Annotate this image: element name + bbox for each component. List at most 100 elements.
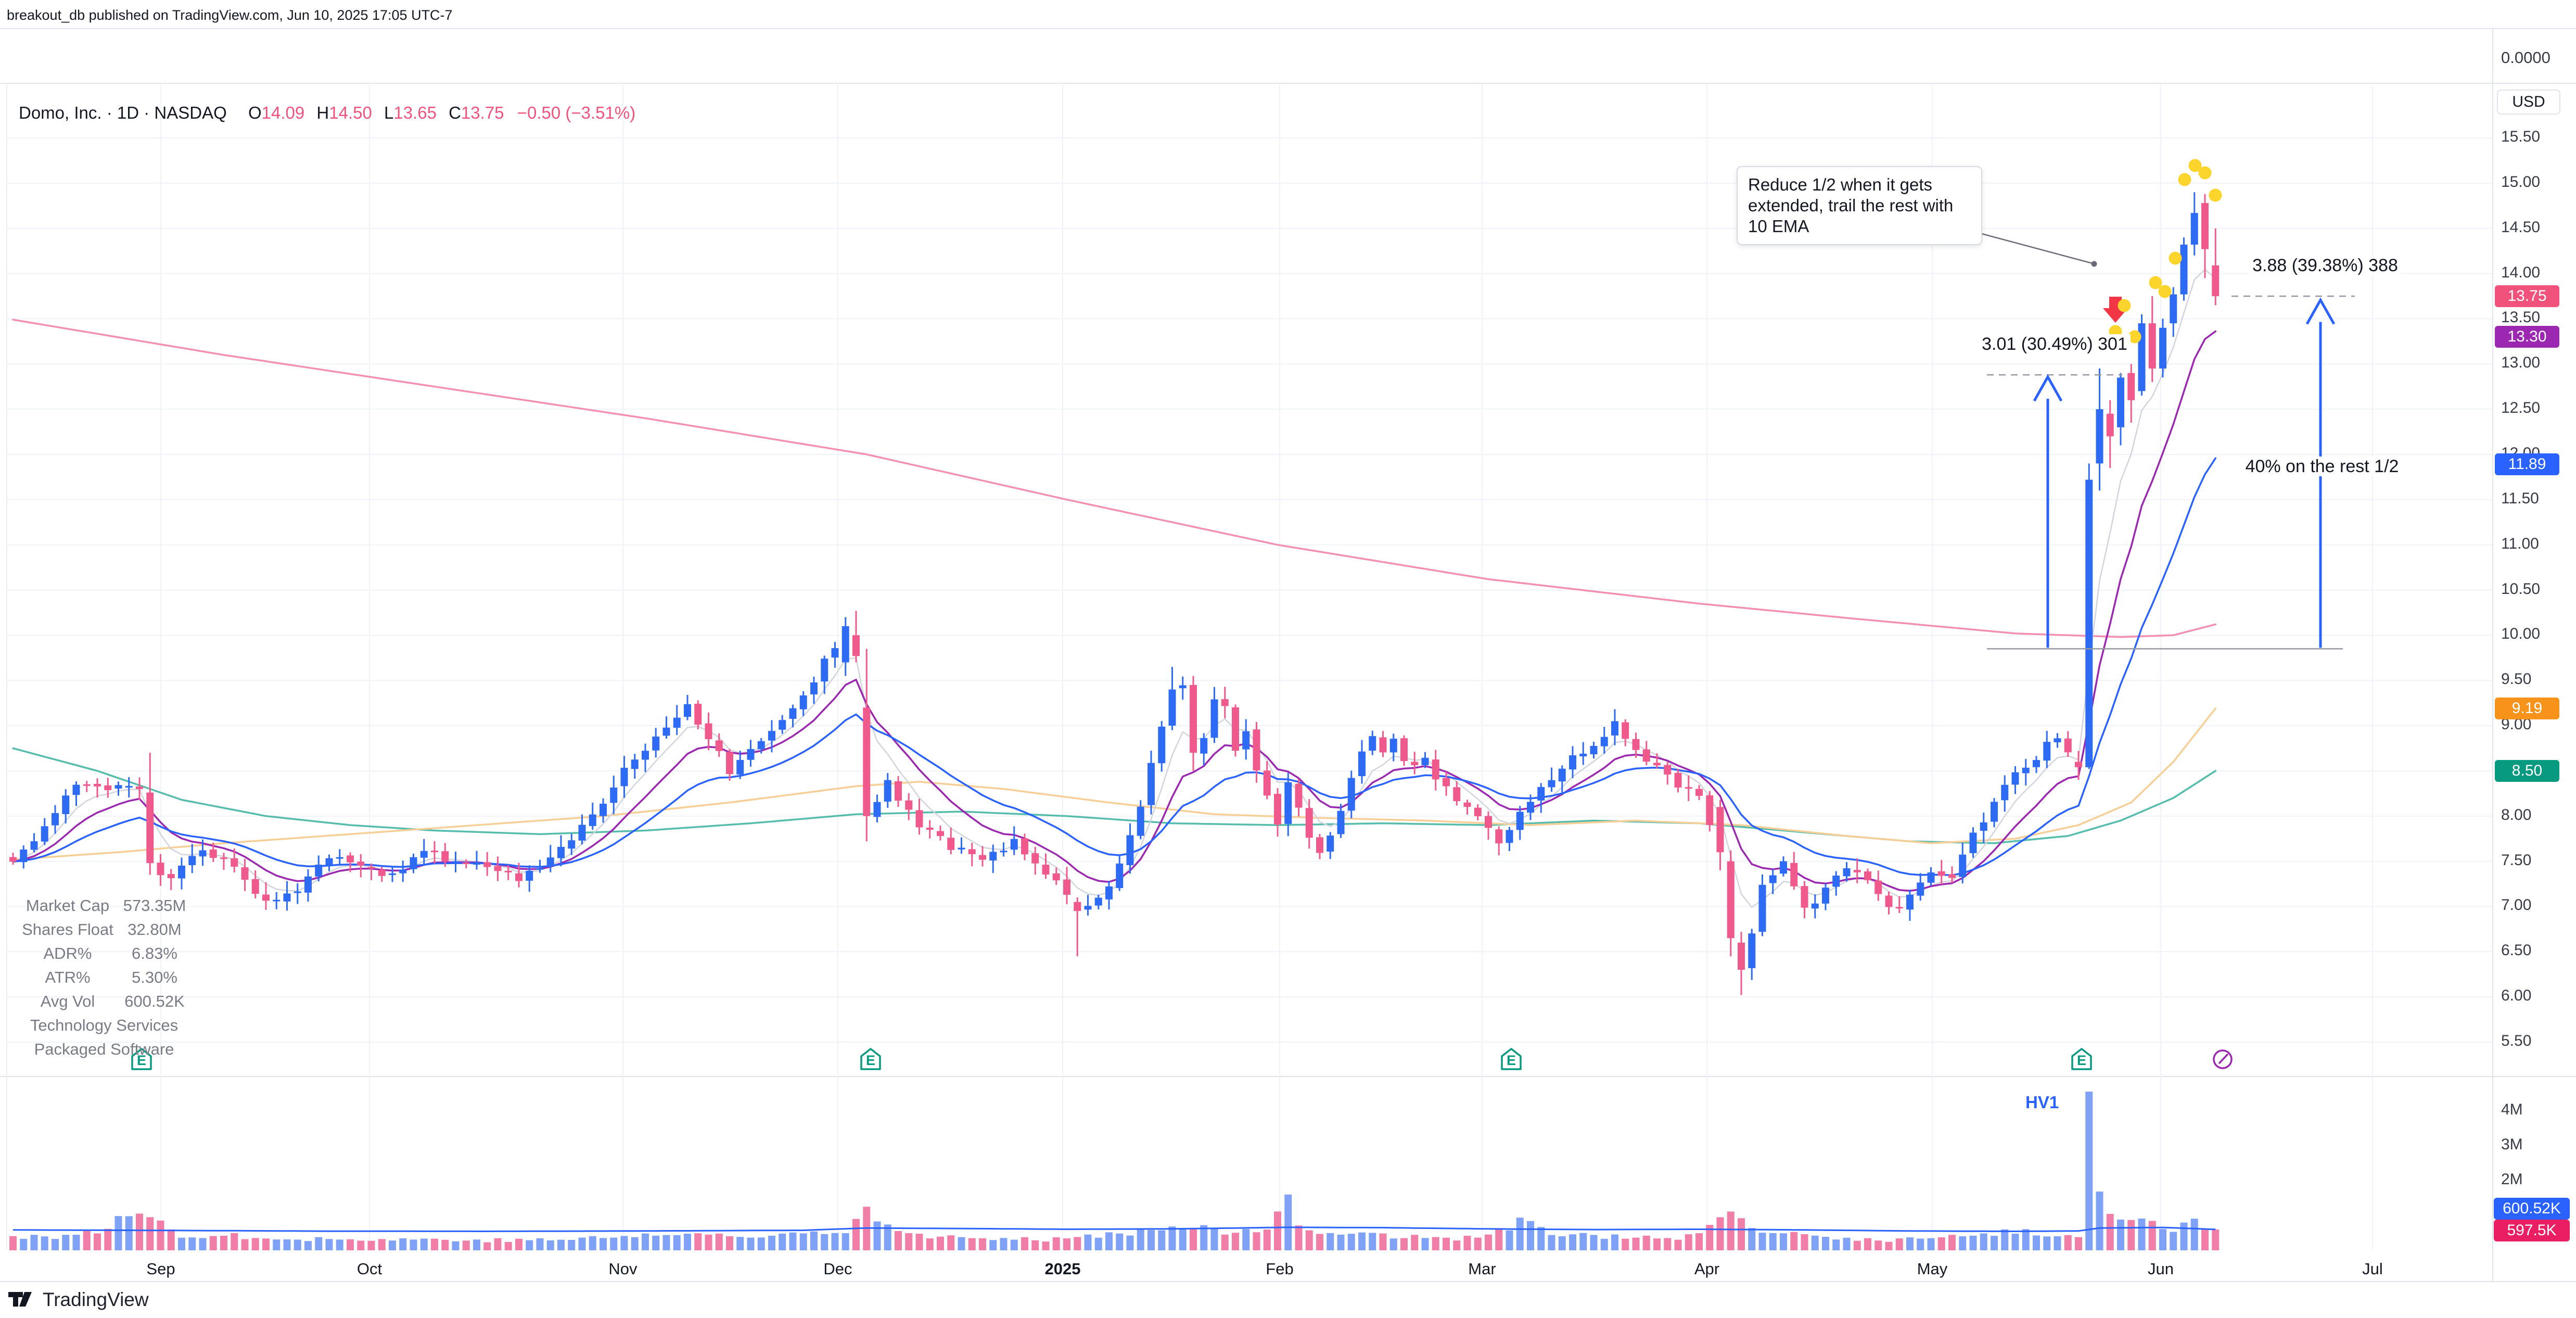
candle [1748,933,1756,968]
volume-tick: 3M [2501,1136,2523,1153]
volume-bar [2180,1222,2188,1250]
candle [136,786,143,789]
volume-bar [1389,1238,1397,1250]
volume-bar [1443,1237,1450,1250]
candle [2085,479,2093,767]
candle [1969,832,1977,853]
candle [1642,749,1650,762]
volume-bar [1706,1225,1714,1250]
candle [1738,942,1745,970]
volume-bar [1843,1237,1851,1250]
candle [1190,685,1197,753]
measure-label-up-1[interactable]: 3.01 (30.49%) 301 [1898,334,2211,354]
currency-toggle[interactable]: USD [2497,90,2560,115]
candle [2190,213,2198,245]
candle [631,759,639,769]
candle [1253,729,1260,770]
candle [1443,778,1450,787]
candle [1948,874,1956,878]
candle [1094,897,1102,906]
candle [1126,835,1134,865]
earnings-icon[interactable] [131,1048,152,1070]
volume-bar [926,1238,934,1250]
price-tick: 11.50 [2501,489,2539,507]
candle [789,708,797,719]
candle [1369,736,1376,751]
volume-bar [199,1238,207,1250]
volume-bar [610,1237,618,1250]
volume-bar [1495,1228,1503,1250]
volume-bar [1600,1238,1608,1250]
volume-bar [1506,1230,1513,1250]
volume-bar [114,1216,122,1250]
month-label: Jul [2362,1260,2383,1278]
volume-bar [483,1242,491,1250]
earnings-icon[interactable] [860,1048,881,1070]
volume-bar [462,1240,470,1250]
volume-bar [546,1240,554,1250]
candle [1179,685,1187,689]
volume-bar [1790,1232,1798,1250]
candle [821,658,828,682]
candle [1084,906,1092,910]
measure-label-up-2[interactable]: 3.88 (39.38%) 388 [2169,256,2481,276]
price-tick: 10.50 [2501,580,2541,598]
volume-bar [1959,1236,1967,1250]
candle [979,855,986,860]
volume-bar [1917,1238,1924,1250]
candle [231,858,238,867]
volume-bar [1327,1233,1334,1250]
avg-volume-line [12,1226,2216,1233]
volume-bar [1980,1233,1987,1250]
volume-bar [2022,1229,2030,1250]
callout-note[interactable]: Reduce 1/2 when it gets extended, trail … [1737,166,1982,245]
earnings-icon-letter: E [2077,1053,2086,1068]
candle [52,813,59,826]
volume-bar [1874,1240,1882,1250]
price-tick: 12.50 [2501,399,2541,417]
volume-bar [304,1241,312,1250]
volume-bar [1021,1237,1028,1250]
stats-row: ADR% 6.83% [0,942,208,966]
industry-name: Packaged Software [34,1040,174,1058]
stats-label: Shares Float [22,920,113,939]
volume-bar [209,1236,217,1250]
candle [420,851,428,858]
candle [1389,739,1397,753]
candle [1991,802,1998,822]
tradingview-brand-text[interactable]: TradingView [43,1289,149,1310]
volume-bar [452,1241,460,1250]
note-40-percent[interactable]: 40% on the rest 1/2 [2166,457,2478,477]
price-tick: 6.50 [2501,942,2532,959]
sparkle-icon [2169,251,2182,265]
volume-bar [557,1239,565,1250]
candle [199,850,207,857]
volume-bar [915,1234,923,1250]
volume-bar [357,1240,365,1250]
candle [1843,868,1851,877]
volume-bar [1727,1211,1735,1250]
earnings-icon[interactable] [2071,1048,2092,1070]
candle [589,814,596,826]
month-label: Apr [1694,1260,1720,1278]
volume-bar [1653,1238,1661,1250]
volume-bar [52,1239,59,1250]
earnings-icon[interactable] [1501,1048,1522,1070]
candle [1463,802,1471,807]
volume-bar [251,1238,259,1250]
candle [947,838,955,850]
high-label: H [316,103,329,122]
open-value: 14.09 [261,103,305,122]
candle [2043,742,2051,761]
tradingview-logo-icon[interactable] [8,1292,36,1308]
volume-bar [1895,1238,1903,1250]
candle [62,795,70,815]
candle [1780,861,1787,874]
candle [1358,751,1366,777]
volume-bar [1126,1235,1134,1250]
month-label: Oct [356,1260,382,1278]
volume-bar [504,1242,512,1250]
candle [262,894,270,901]
month-label: Feb [1266,1260,1294,1278]
